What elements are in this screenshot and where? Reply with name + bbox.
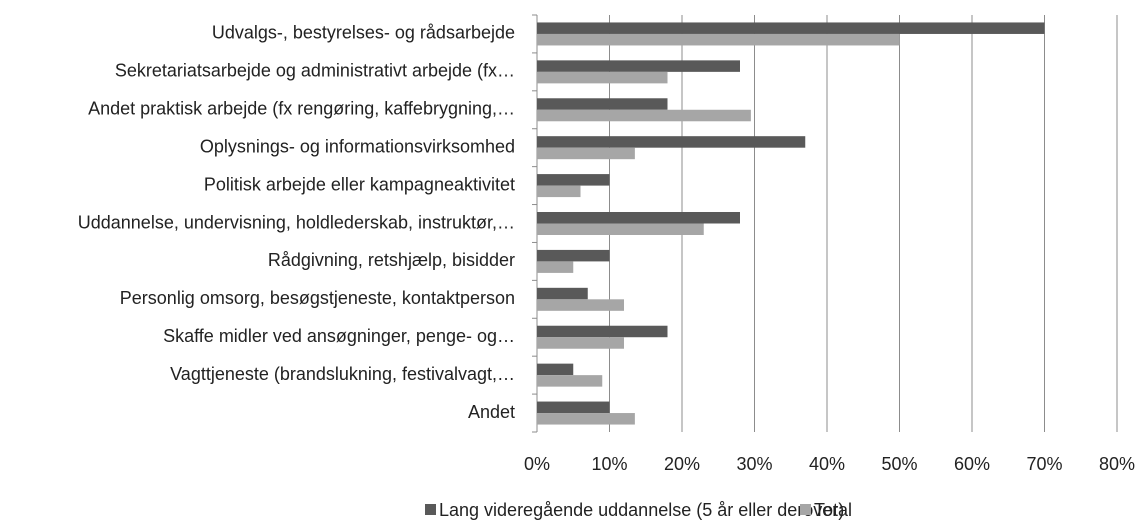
bar [537, 401, 610, 414]
bar [537, 287, 588, 300]
x-tick-label: 20% [664, 454, 700, 474]
y-tick-label: Uddannelse, undervisning, holdlederskab,… [78, 212, 515, 232]
bar [537, 33, 900, 46]
legend-swatch [425, 504, 436, 515]
x-tick-label: 40% [809, 454, 845, 474]
y-tick-label: Andet praktisk arbejde (fx rengøring, ka… [88, 99, 515, 119]
bar [537, 363, 574, 376]
bar [537, 109, 751, 122]
y-tick-label: Oplysnings- og informationsvirksomhed [200, 136, 515, 156]
y-tick-label: Skaffe midler ved ansøgninger, penge- og… [163, 326, 515, 346]
y-tick-label: Sekretariatsarbejde og administrativt ar… [115, 61, 515, 81]
x-tick-label: 30% [736, 454, 772, 474]
bar [537, 249, 610, 262]
x-tick-label: 60% [954, 454, 990, 474]
bar [537, 147, 635, 160]
bar [537, 22, 1045, 34]
bar [537, 185, 581, 198]
legend-swatch [800, 504, 811, 515]
bar [537, 337, 624, 349]
bar [537, 375, 603, 387]
bar [537, 212, 740, 224]
bar [537, 136, 806, 148]
x-tick-label: 50% [881, 454, 917, 474]
legend-label: Total [814, 500, 852, 520]
y-tick-label: Vagttjeneste (brandslukning, festivalvag… [170, 364, 515, 384]
bar [537, 98, 668, 110]
bar [537, 299, 624, 311]
x-tick-label: 0% [524, 454, 550, 474]
y-tick-label: Politisk arbejde eller kampagneaktivitet [204, 174, 515, 194]
y-tick-label: Andet [468, 402, 515, 422]
x-tick-label: 80% [1099, 454, 1135, 474]
bar [537, 325, 668, 338]
y-tick-label: Udvalgs-, bestyrelses- og rådsarbejde [212, 23, 515, 43]
x-tick-label: 70% [1026, 454, 1062, 474]
x-tick-label: 10% [591, 454, 627, 474]
bar [537, 71, 668, 84]
bar [537, 60, 740, 72]
bar [537, 261, 574, 273]
bar [537, 413, 635, 425]
bar [537, 174, 610, 186]
y-tick-label: Rådgivning, retshjælp, bisidder [268, 250, 515, 270]
legend-label: Lang videregående uddannelse (5 år eller… [439, 500, 844, 520]
bar [537, 223, 704, 235]
y-tick-label: Personlig omsorg, besøgstjeneste, kontak… [120, 288, 515, 308]
